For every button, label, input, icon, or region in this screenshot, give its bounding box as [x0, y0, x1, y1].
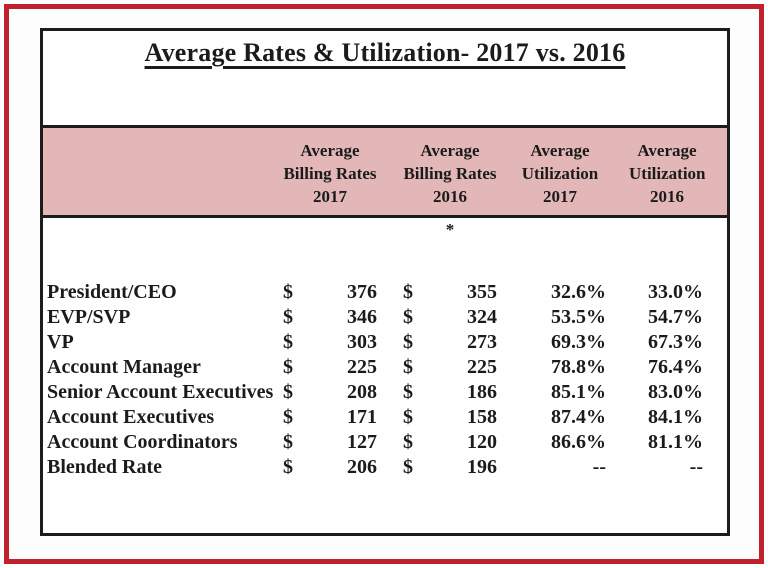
rates-utilization-slide: Average Rates & Utilization- 2017 vs. 20… — [40, 28, 730, 536]
util-2017-value: -- — [592, 456, 606, 478]
rate-2017-cell: $ 303 — [281, 330, 379, 355]
util-2016-value: 54.7% — [648, 306, 703, 328]
title-section: Average Rates & Utilization- 2017 vs. 20… — [43, 31, 727, 125]
row-label: Blended Rate — [47, 456, 162, 478]
rate-2016-value: 273 — [467, 331, 497, 353]
footnote-marker-row: * — [43, 218, 727, 242]
dollar-sign: $ — [283, 306, 293, 328]
table-header-row: Average Billing Rates 2017 Average Billi… — [43, 125, 727, 218]
dollar-sign: $ — [403, 406, 413, 428]
dollar-sign: $ — [283, 331, 293, 353]
dollar-sign: $ — [403, 381, 413, 403]
util-2017-value: 78.8% — [551, 356, 606, 378]
rate-2017-value: 208 — [347, 381, 377, 403]
rate-2016-value: 225 — [467, 356, 497, 378]
rate-2017-value: 376 — [347, 281, 377, 303]
table-row: VP $ 303 $ 273 69.3% 67.3% — [43, 330, 727, 355]
rate-2017-cell: $ 208 — [281, 380, 379, 405]
table-row: EVP/SVP $ 346 $ 324 53.5% 54.7% — [43, 305, 727, 330]
util-2016-value: 81.1% — [648, 431, 703, 453]
table-body: President/CEO $ 376 $ 355 32.6% 33.0% EV… — [43, 280, 727, 480]
dollar-sign: $ — [283, 381, 293, 403]
dollar-sign: $ — [283, 431, 293, 453]
row-label: Senior Account Executives — [47, 381, 274, 403]
util-2016-value: -- — [689, 456, 703, 478]
row-label: VP — [47, 331, 74, 353]
page-title: Average Rates & Utilization- 2017 vs. 20… — [144, 38, 626, 67]
rate-2017-value: 206 — [347, 456, 377, 478]
table-row: Account Coordinators $ 127 $ 120 86.6% 8… — [43, 430, 727, 455]
dollar-sign: $ — [283, 281, 293, 303]
rate-2017-cell: $ 376 — [281, 280, 379, 305]
table-row: Blended Rate $ 206 $ 196 -- -- — [43, 455, 727, 480]
rate-2016-cell: $ 273 — [401, 330, 499, 355]
util-2017-value: 32.6% — [551, 281, 606, 303]
rate-2016-cell: $ 158 — [401, 405, 499, 430]
rate-2016-cell: $ 225 — [401, 355, 499, 380]
rate-2016-cell: $ 196 — [401, 455, 499, 480]
dollar-sign: $ — [283, 356, 293, 378]
util-2016-value: 83.0% — [648, 381, 703, 403]
dollar-sign: $ — [403, 431, 413, 453]
dollar-sign: $ — [403, 281, 413, 303]
header-avg-billing-rates-2016: Average Billing Rates 2016 — [403, 141, 497, 206]
util-2016-value: 84.1% — [648, 406, 703, 428]
rate-2017-cell: $ 127 — [281, 430, 379, 455]
dollar-sign: $ — [403, 356, 413, 378]
util-2017-value: 85.1% — [551, 381, 606, 403]
footnote-asterisk: * — [445, 220, 455, 239]
util-2016-value: 67.3% — [648, 331, 703, 353]
row-label: Account Executives — [47, 406, 215, 428]
row-label: EVP/SVP — [47, 306, 131, 328]
rate-2017-value: 171 — [347, 406, 377, 428]
rate-2017-cell: $ 206 — [281, 455, 379, 480]
rate-2016-value: 324 — [467, 306, 497, 328]
dollar-sign: $ — [403, 306, 413, 328]
rate-2017-value: 346 — [347, 306, 377, 328]
header-avg-billing-rates-2017: Average Billing Rates 2017 — [283, 141, 377, 206]
rate-2017-cell: $ 171 — [281, 405, 379, 430]
header-avg-utilization-2017: Average Utilization 2017 — [521, 141, 599, 206]
row-label: Account Manager — [47, 356, 201, 378]
rate-2016-cell: $ 324 — [401, 305, 499, 330]
rate-2016-cell: $ 186 — [401, 380, 499, 405]
rate-2017-cell: $ 225 — [281, 355, 379, 380]
table-row: Senior Account Executives $ 208 $ 186 85… — [43, 380, 727, 405]
rate-2017-cell: $ 346 — [281, 305, 379, 330]
dollar-sign: $ — [403, 331, 413, 353]
dollar-sign: $ — [283, 456, 293, 478]
rate-2016-value: 158 — [467, 406, 497, 428]
util-2017-value: 69.3% — [551, 331, 606, 353]
util-2017-value: 87.4% — [551, 406, 606, 428]
rate-2016-value: 120 — [467, 431, 497, 453]
util-2017-value: 53.5% — [551, 306, 606, 328]
util-2016-value: 76.4% — [648, 356, 703, 378]
row-label: President/CEO — [47, 281, 177, 303]
table-row: President/CEO $ 376 $ 355 32.6% 33.0% — [43, 280, 727, 305]
rate-2017-value: 225 — [347, 356, 377, 378]
row-label: Account Coordinators — [47, 431, 238, 453]
dollar-sign: $ — [283, 406, 293, 428]
rate-2016-cell: $ 355 — [401, 280, 499, 305]
util-2016-value: 33.0% — [648, 281, 703, 303]
rate-2016-value: 196 — [467, 456, 497, 478]
rate-2017-value: 127 — [347, 431, 377, 453]
table-row: Account Manager $ 225 $ 225 78.8% 76.4% — [43, 355, 727, 380]
rate-2016-value: 355 — [467, 281, 497, 303]
dollar-sign: $ — [403, 456, 413, 478]
table-row: Account Executives $ 171 $ 158 87.4% 84.… — [43, 405, 727, 430]
rate-2016-value: 186 — [467, 381, 497, 403]
rate-2016-cell: $ 120 — [401, 430, 499, 455]
util-2017-value: 86.6% — [551, 431, 606, 453]
rate-2017-value: 303 — [347, 331, 377, 353]
header-avg-utilization-2016: Average Utilization 2016 — [629, 141, 706, 206]
